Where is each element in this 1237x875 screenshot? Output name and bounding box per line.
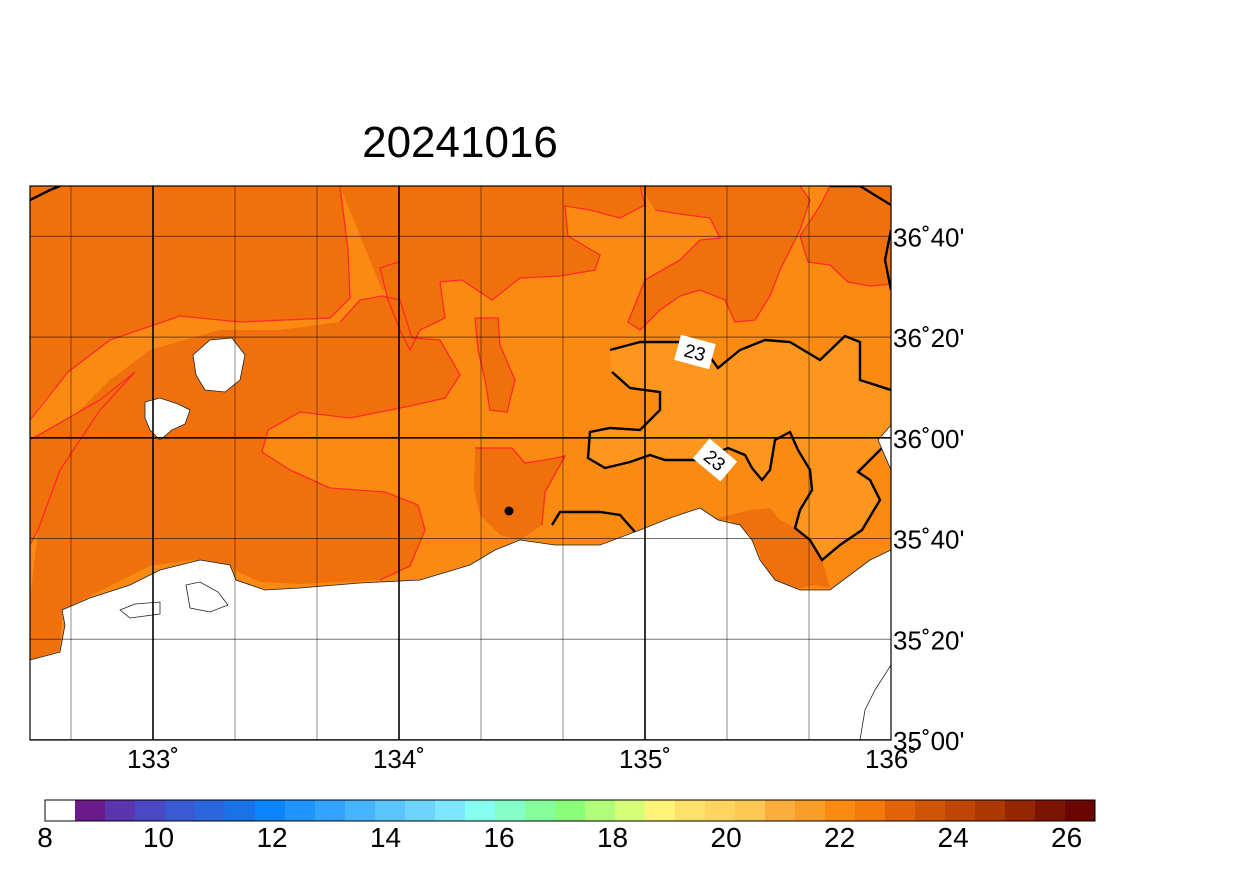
colorbar-swatch xyxy=(285,800,316,821)
colorbar-swatch xyxy=(585,800,616,821)
colorbar-swatch xyxy=(45,800,76,821)
colorbar-tick-label: 18 xyxy=(597,822,628,853)
sst-cool-patch xyxy=(552,512,635,540)
colorbar-frame xyxy=(44,799,1096,822)
colorbar-tick-label: 8 xyxy=(37,822,53,853)
colorbar-swatch xyxy=(105,800,136,821)
colorbar-swatch xyxy=(555,800,586,821)
colorbar-swatch xyxy=(525,800,556,821)
lat-tick-label: 35˚40' xyxy=(893,525,964,555)
colorbar-tick-label: 14 xyxy=(370,822,401,853)
colorbar-swatch xyxy=(645,800,676,821)
contour-label-2: 23 xyxy=(692,438,738,482)
colorbar-swatch xyxy=(735,800,766,821)
colorbar-swatch xyxy=(195,800,226,821)
colorbar-tick-label: 10 xyxy=(143,822,174,853)
land-mask xyxy=(30,337,891,740)
colorbar-swatch xyxy=(345,800,376,821)
colorbar-swatch xyxy=(225,800,256,821)
lat-tick-label: 35˚00' xyxy=(893,726,964,756)
lon-tick-label: 134˚ xyxy=(373,744,425,774)
colorbar-swatch xyxy=(405,800,436,821)
colorbar-swatch xyxy=(825,800,856,821)
colorbar-swatch xyxy=(945,800,976,821)
map-title: 20241016 xyxy=(362,118,558,167)
colorbar-swatch xyxy=(435,800,466,821)
lat-tick-label: 36˚40' xyxy=(893,222,964,252)
graticule xyxy=(30,186,891,740)
lat-tick-label: 36˚00' xyxy=(893,424,964,454)
lon-tick-label: 133˚ xyxy=(127,744,179,774)
colorbar-swatch xyxy=(705,800,736,821)
colorbar-tick-label: 12 xyxy=(256,822,287,853)
colorbar-swatch xyxy=(1005,800,1036,821)
colorbar-swatch xyxy=(315,800,346,821)
colorbar-swatch xyxy=(165,800,196,821)
sst-fill-boundaries xyxy=(30,186,891,581)
colorbar-swatch xyxy=(885,800,916,821)
colorbar-tick-label: 26 xyxy=(1051,822,1082,853)
lat-tick-label: 36˚20' xyxy=(893,323,964,353)
colorbar-swatch xyxy=(465,800,496,821)
colorbar-swatch xyxy=(255,800,286,821)
colorbar-swatch xyxy=(675,800,706,821)
lon-tick-label: 135˚ xyxy=(619,744,671,774)
colorbar xyxy=(44,799,1096,822)
colorbar-swatch xyxy=(135,800,166,821)
colorbar-swatch xyxy=(1065,800,1096,821)
colorbar-tick-label: 20 xyxy=(711,822,742,853)
map-area xyxy=(30,186,891,740)
map-frame xyxy=(29,185,892,741)
colorbar-tick-label: 22 xyxy=(824,822,855,853)
colorbar-swatch xyxy=(975,800,1006,821)
colorbar-swatch xyxy=(795,800,826,821)
contour-label-1: 23 xyxy=(674,334,716,370)
colorbar-labels: 8 10 12 14 16 18 20 22 24 26 xyxy=(37,822,1082,853)
lat-tick-label: 35˚20' xyxy=(893,625,964,655)
colorbar-swatch xyxy=(765,800,796,821)
latitude-tick-labels: 35˚00' 35˚20' 35˚40' 36˚00' 36˚20' 36˚40' xyxy=(893,222,964,756)
sst-cool-region xyxy=(588,336,891,560)
colorbar-swatch xyxy=(75,800,106,821)
colorbar-swatch xyxy=(615,800,646,821)
longitude-tick-labels: 133˚ 134˚ 135˚ 136˚ xyxy=(127,744,917,774)
colorbar-swatch xyxy=(495,800,526,821)
lon-tick-label: 136˚ xyxy=(865,744,917,774)
colorbar-swatch xyxy=(855,800,886,821)
colorbar-tick-label: 16 xyxy=(483,822,514,853)
colorbar-swatch xyxy=(915,800,946,821)
colorbar-swatch xyxy=(375,800,406,821)
station-marker xyxy=(504,506,514,516)
colorbar-swatch xyxy=(1035,800,1066,821)
colorbar-tick-label: 24 xyxy=(938,822,969,853)
